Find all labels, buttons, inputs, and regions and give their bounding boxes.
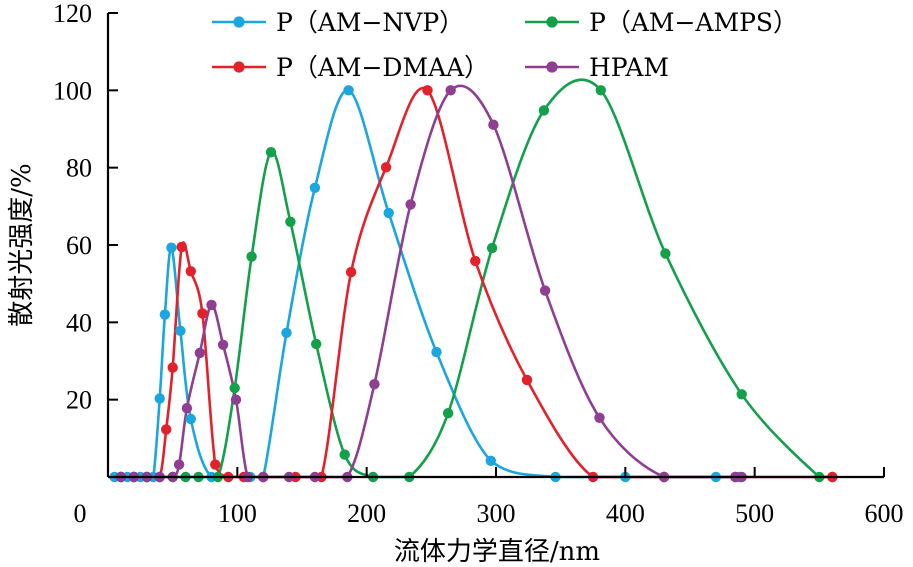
data-point	[311, 338, 322, 350]
data-point	[594, 412, 605, 423]
series-curves	[114, 78, 833, 479]
data-point	[230, 394, 242, 405]
data-point	[345, 266, 357, 278]
x-tick-label: 200	[347, 499, 386, 528]
x-tick-label: 600	[865, 499, 904, 528]
data-point	[176, 241, 187, 253]
data-point	[217, 339, 229, 350]
data-point	[185, 266, 196, 277]
y-tick-label: 60	[66, 231, 92, 260]
series-line-3	[120, 86, 833, 479]
data-point	[538, 105, 550, 116]
data-point	[470, 255, 481, 267]
data-point	[181, 403, 193, 414]
data-point	[485, 455, 496, 466]
data-point	[309, 182, 321, 193]
series-points	[109, 85, 838, 483]
data-point	[246, 251, 257, 262]
data-point	[369, 379, 380, 390]
series-line-4	[120, 84, 745, 479]
data-point	[488, 119, 499, 130]
data-point	[736, 389, 747, 400]
legend-label: P（AM−NVP）	[276, 8, 464, 37]
x-tick-label: 400	[606, 499, 645, 528]
axes	[106, 12, 885, 479]
legend-label: P（AM−DMAA）	[276, 53, 489, 82]
data-point	[343, 85, 354, 96]
data-point	[210, 459, 221, 470]
data-point	[229, 382, 240, 394]
data-point	[185, 413, 196, 425]
data-point	[194, 347, 205, 359]
data-point	[539, 285, 551, 296]
legend-marker	[233, 61, 245, 73]
legend-marker	[233, 16, 245, 28]
data-point	[431, 346, 442, 358]
data-point	[265, 147, 277, 158]
legend-label: HPAM	[589, 53, 669, 82]
data-point	[521, 374, 533, 386]
data-point	[380, 162, 392, 173]
data-point	[660, 248, 671, 259]
data-point	[175, 325, 186, 336]
data-point	[595, 85, 606, 96]
legend-marker	[546, 16, 558, 28]
data-point	[167, 362, 178, 373]
y-tick-label: 40	[66, 308, 92, 337]
y-tick-label: 20	[66, 386, 92, 415]
x-tick-label: 0	[74, 499, 87, 528]
legend-label: P（AM−AMPS）	[589, 8, 798, 37]
data-point	[445, 85, 456, 96]
x-axis-title: 流体力学直径/nm	[394, 537, 600, 567]
data-point	[422, 85, 433, 96]
x-tick-label: 500	[735, 499, 774, 528]
series-line-2	[120, 78, 833, 479]
data-point	[383, 207, 394, 219]
data-point	[154, 393, 165, 404]
legend: P（AM−NVP） P（AM−AMPS） P（AM−DMAA） HPAM	[212, 8, 798, 82]
tick-labels: 0 100 200 300 400 500 600 20 40 60 80 100 120	[53, 0, 904, 528]
data-point	[405, 199, 416, 210]
y-tick-label: 120	[53, 0, 92, 28]
x-tick-label: 100	[218, 499, 257, 528]
y-tick-label: 80	[66, 154, 92, 183]
data-point	[285, 216, 296, 227]
data-point	[339, 449, 350, 460]
data-point	[159, 309, 171, 320]
data-point	[166, 242, 177, 253]
legend-marker	[546, 61, 558, 73]
x-tick-label: 300	[477, 499, 516, 528]
y-tick-label: 100	[53, 76, 92, 105]
data-point	[442, 408, 454, 419]
y-axis-title: 散射光强度/%	[7, 163, 37, 326]
data-point	[161, 424, 172, 435]
data-point	[281, 327, 292, 338]
data-point	[486, 242, 498, 254]
data-point	[197, 308, 208, 319]
data-point	[173, 459, 185, 470]
data-point	[206, 299, 217, 311]
